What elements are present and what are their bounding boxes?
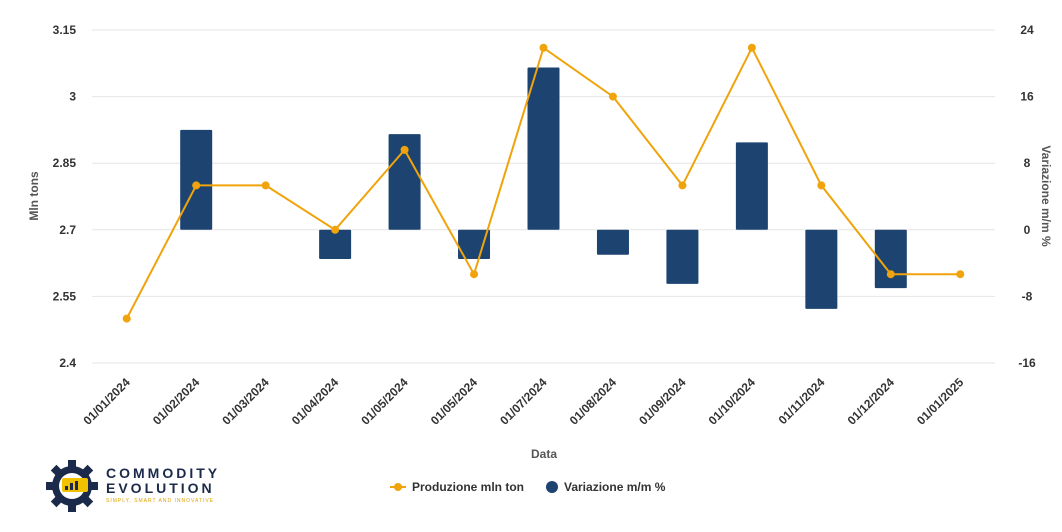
bar-series (180, 67, 907, 309)
production-point (470, 270, 479, 279)
production-point (956, 270, 965, 279)
production-point (400, 145, 409, 154)
variation-bar (319, 229, 352, 259)
x-axis-ticks: 01/01/2024 01/02/2024 01/03/2024 01/04/2024… (80, 375, 966, 428)
legend-item-variation[interactable]: Variazione m/m % (546, 480, 665, 494)
company-logo: COMMODITY EVOLUTION SIMPLY, SMART AND IN… (44, 458, 234, 514)
x-axis-title: Data (531, 447, 557, 461)
x-tick-label: 01/04/2024 (289, 375, 342, 428)
legend-dot-marker (546, 481, 558, 493)
legend-item-production[interactable]: Produzione mln ton (390, 480, 524, 494)
y-axis-title: Mln tons (27, 171, 41, 221)
y-tick-label: 3.15 (53, 23, 77, 37)
x-tick-label: 01/03/2024 (219, 375, 272, 428)
line-series (122, 43, 965, 323)
logo-word-1: COMMODITY (106, 465, 221, 481)
x-tick-label: 01/05/2024 (358, 375, 411, 428)
y2-tick-label: -16 (1018, 356, 1036, 370)
y2-tick-label: 24 (1020, 23, 1034, 37)
right-axis-ticks: 24 16 8 0 -8 -16 (1018, 23, 1036, 370)
x-tick-label: 01/10/2024 (706, 375, 759, 428)
variation-bar (596, 229, 629, 255)
production-point (747, 43, 756, 52)
logo-tagline: SIMPLY, SMART AND INNOVATIVE (106, 498, 215, 504)
y-tick-label: 2.85 (53, 156, 77, 170)
y2-tick-label: 0 (1024, 223, 1031, 237)
variation-bar (805, 229, 838, 309)
x-tick-label: 01/01/2024 (80, 375, 133, 428)
left-axis-ticks: 3.15 3 2.85 2.7 2.55 2.4 (53, 23, 77, 370)
x-tick-label: 01/11/2024 (776, 375, 828, 427)
y-tick-label: 3 (69, 90, 76, 104)
x-tick-label: 01/08/2024 (567, 375, 620, 428)
legend-line-marker (390, 483, 406, 491)
production-point (192, 181, 201, 190)
y2-tick-label: 8 (1024, 156, 1031, 170)
y2-axis-title: Variazione m/m % (1039, 145, 1053, 247)
x-tick-label: 01/12/2024 (845, 375, 898, 428)
legend: Produzione mln ton Variazione m/m % (390, 480, 665, 494)
variation-bar (735, 142, 768, 230)
x-tick-label: 01/09/2024 (636, 375, 689, 428)
y-tick-label: 2.7 (59, 223, 76, 237)
production-point (261, 181, 270, 190)
gear-icon (46, 460, 98, 512)
production-point (608, 92, 617, 101)
production-point (122, 314, 131, 323)
legend-label-variation: Variazione m/m % (564, 480, 666, 494)
production-point (331, 225, 340, 234)
production-point (817, 181, 826, 190)
variation-bar (666, 229, 699, 284)
logo-word-2: EVOLUTION (106, 480, 215, 496)
y2-tick-label: -8 (1022, 289, 1033, 303)
x-tick-label: 01/01/2025 (914, 375, 967, 428)
x-tick-label: 01/05/2024 (428, 375, 481, 428)
y-tick-label: 2.55 (53, 289, 77, 303)
legend-label-production: Produzione mln ton (412, 480, 524, 494)
variation-bar (180, 129, 213, 230)
variation-bar (458, 229, 491, 259)
production-point (678, 181, 687, 190)
production-point (539, 43, 548, 52)
y-tick-label: 2.4 (59, 356, 76, 370)
production-point (886, 270, 895, 279)
x-tick-label: 01/07/2024 (497, 375, 550, 428)
y2-tick-label: 16 (1020, 90, 1034, 104)
x-tick-label: 01/02/2024 (150, 375, 203, 428)
variation-bar (527, 67, 560, 230)
